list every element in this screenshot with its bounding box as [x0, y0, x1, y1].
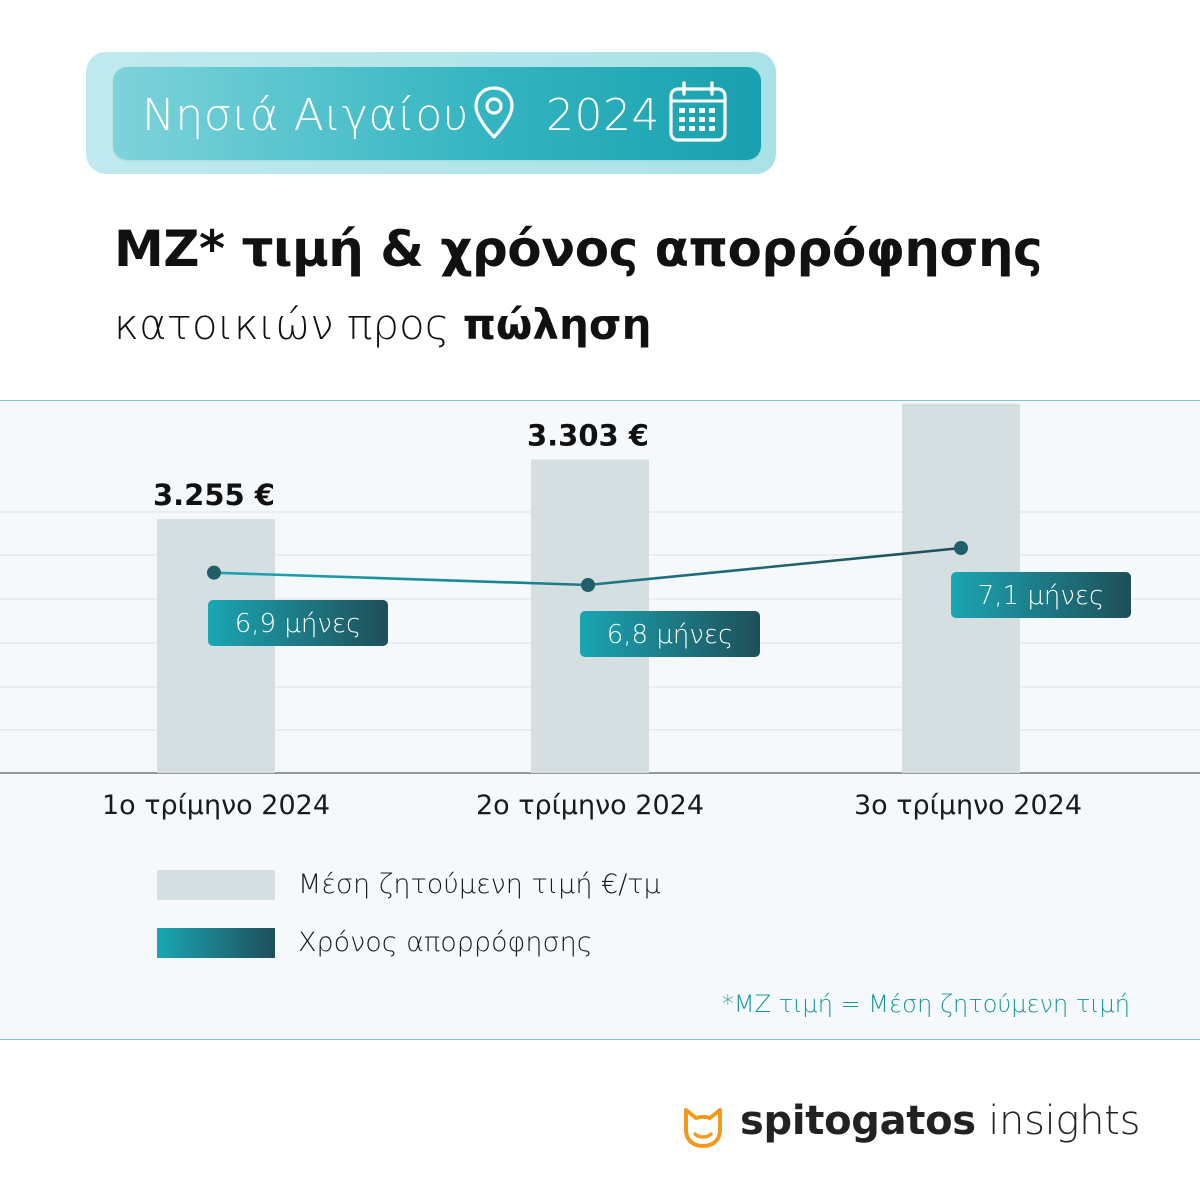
brand-light: insights [975, 1098, 1141, 1144]
absorption-point [954, 541, 968, 556]
absorption-pill [208, 600, 388, 646]
legend-swatch-absorption [157, 928, 275, 958]
legend-swatch-price [157, 870, 275, 900]
legend-label-absorption: Χρόνος απορρόφησης [298, 927, 593, 958]
x-tick-label-q3: 3ο τρίμηνο 2024 [854, 790, 1082, 821]
page-title: ΜΖ* τιμή & χρόνος απορρόφησης [114, 220, 1043, 278]
absorption-value-label: 7,1 μήνες [978, 581, 1104, 611]
footnote: *ΜΖ τιμή = Μέση ζητούμενη τιμή [721, 990, 1130, 1018]
brand-wordmark: spitogatos insights [740, 1098, 1140, 1144]
absorption-point [581, 578, 595, 592]
legend-label-price: Μέση ζητούμενη τιμή €/τμ [298, 869, 661, 900]
header-pill [113, 67, 761, 160]
map-pin-icon [474, 86, 514, 139]
year-label: 2024 [546, 90, 660, 141]
absorption-pill [951, 572, 1131, 618]
calendar-icon [669, 81, 727, 142]
cat-logo-icon [684, 1108, 722, 1148]
bar-value-label: 3.303 € [527, 419, 649, 453]
region-label: Νησιά Αιγαίου [142, 90, 469, 141]
absorption-value-label: 6,8 μήνες [607, 620, 733, 650]
x-tick-label-q2: 2ο τρίμηνο 2024 [476, 790, 704, 821]
page-subtitle: κατοικιών προς πώληση [114, 300, 652, 349]
subtitle-bold: πώληση [462, 300, 652, 349]
x-tick-label-q1: 1ο τρίμηνο 2024 [102, 790, 330, 821]
bar-value-label: 3.255 € [153, 478, 275, 512]
absorption-pill [580, 611, 760, 657]
absorption-value-label: 6,9 μήνες [235, 609, 361, 639]
absorption-point [207, 565, 221, 580]
subtitle-prefix: κατοικιών προς [114, 300, 463, 349]
brand-bold: spitogatos [740, 1098, 976, 1144]
